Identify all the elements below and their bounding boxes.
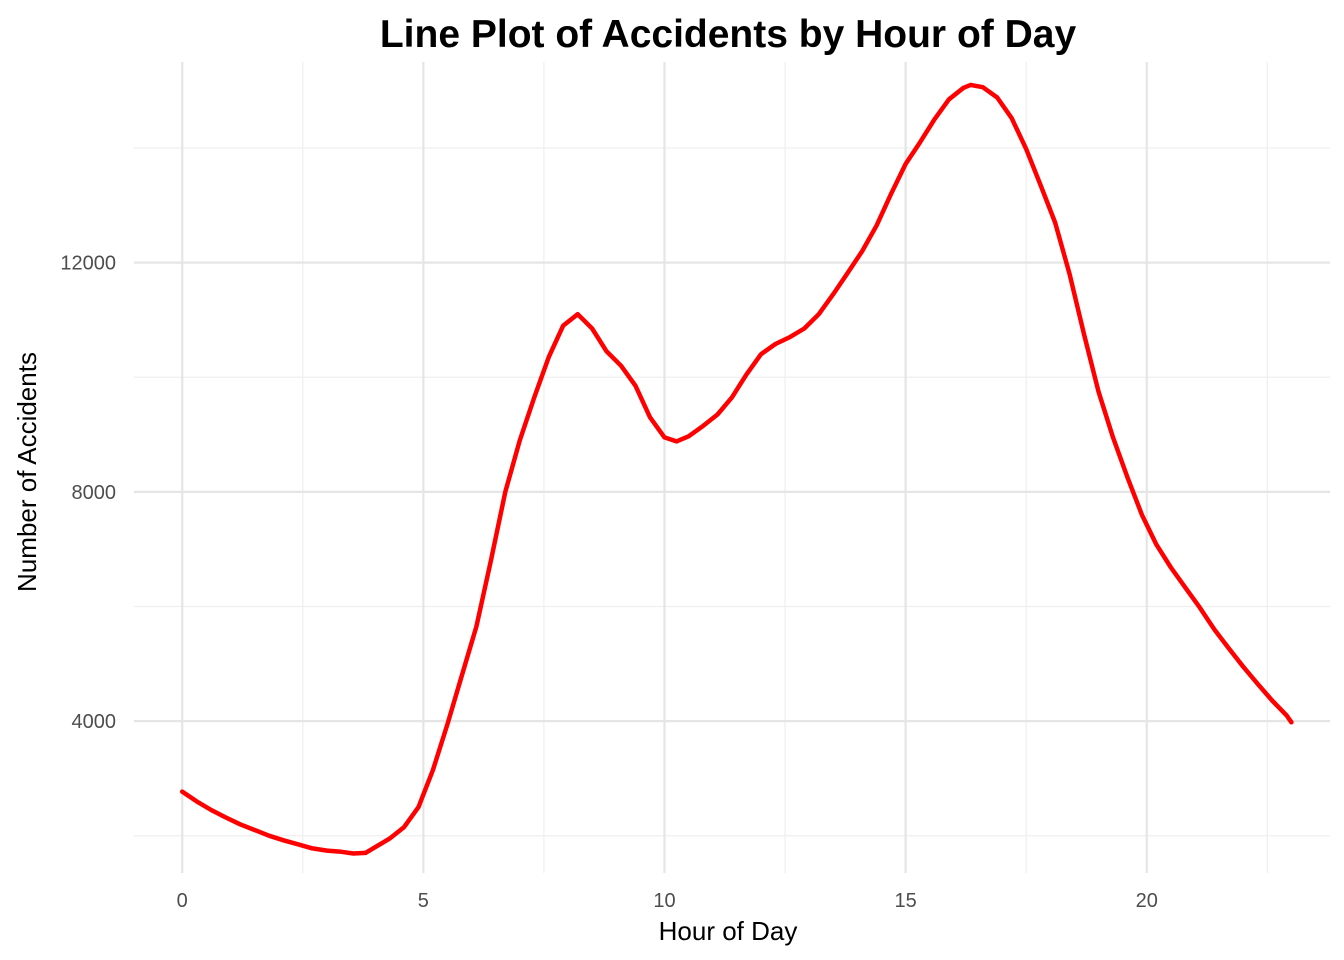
x-tick-label: 10 <box>653 890 675 912</box>
x-tick-label: 0 <box>177 890 188 912</box>
tick-labels: 0 5 10 15 20 4000 8000 12000 <box>60 253 1157 912</box>
y-axis-title: Number of Accidents <box>12 352 42 592</box>
y-tick-label: 4000 <box>72 711 117 733</box>
x-tick-label: 15 <box>894 890 916 912</box>
x-tick-label: 5 <box>418 890 429 912</box>
grid-lines <box>134 62 1330 873</box>
accidents-series-line <box>179 82 1294 856</box>
series-layer <box>179 82 1294 856</box>
y-tick-label: 12000 <box>60 253 116 275</box>
x-axis-title: Hour of Day <box>659 916 798 946</box>
x-tick-label: 20 <box>1136 890 1158 912</box>
chart-title: Line Plot of Accidents by Hour of Day <box>380 13 1077 56</box>
y-tick-label: 8000 <box>72 482 117 504</box>
